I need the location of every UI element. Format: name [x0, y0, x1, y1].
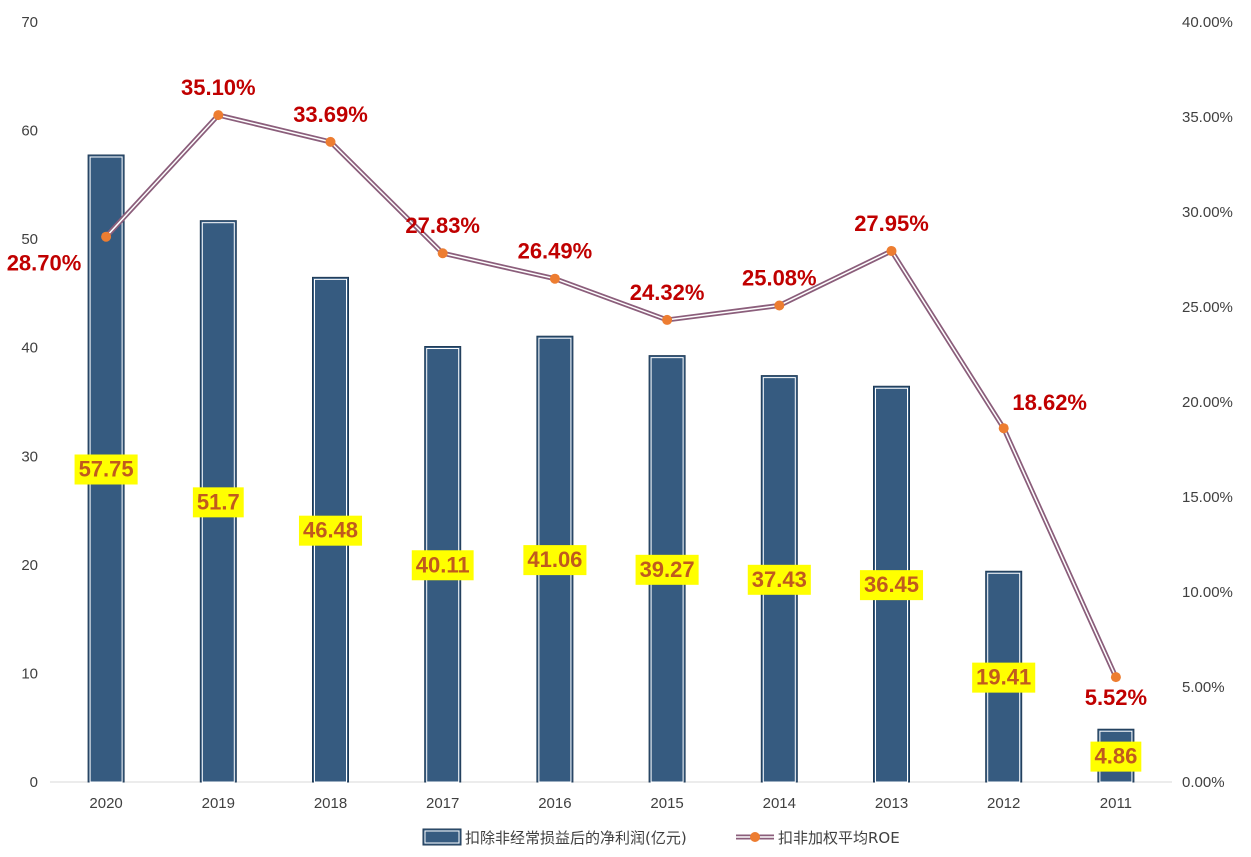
bar-label-bg — [192, 487, 244, 518]
y-left-tick-60: 60 — [21, 123, 38, 140]
roe-label-2018: 33.69% — [293, 102, 368, 127]
bar-label-text: 40.11 — [416, 552, 470, 577]
y-left-tick-30: 30 — [21, 448, 38, 465]
bar-data-labels: 57.75 51.7 46.48 40.11 41.06 39.27 37.43 36.45 1… — [74, 454, 1142, 772]
y-right-tick-30.00%: 30.00% — [1182, 204, 1233, 221]
bar-label-bg — [298, 515, 363, 546]
roe-point-2011 — [1110, 672, 1121, 683]
y-left-tick-70: 70 — [21, 14, 38, 31]
line-series — [101, 110, 1121, 683]
legend-bar-swatch — [422, 828, 462, 846]
y-right-tick-25.00%: 25.00% — [1182, 299, 1233, 316]
bar-label-text: 46.48 — [303, 518, 358, 543]
x-tick-2011: 2011 — [1100, 795, 1132, 812]
y-left-tick-50: 50 — [21, 231, 38, 248]
bar-label-text: 37.43 — [752, 567, 807, 592]
x-axis: 2020 2019 2018 2017 2016 2015 2014 2013 2012 2011 — [89, 795, 1132, 812]
roe-label-2014: 25.08% — [742, 265, 817, 290]
bar-label-2016: 41.06 — [523, 545, 587, 576]
roe-point-2016 — [549, 273, 560, 284]
y-left-tick-20: 20 — [21, 557, 38, 574]
bar-label-bg — [747, 564, 811, 595]
y-right-tick-40.00%: 40.00% — [1182, 14, 1233, 31]
roe-label-2015: 24.32% — [630, 280, 705, 305]
roe-line-outer — [104, 112, 1119, 679]
y-right-tick-10.00%: 10.00% — [1182, 584, 1233, 601]
bar-label-2020: 57.75 — [74, 454, 138, 485]
bar-label-2014: 37.43 — [747, 564, 811, 595]
roe-point-2012 — [998, 423, 1009, 434]
roe-point-2017 — [437, 248, 448, 259]
y-left-tick-40: 40 — [21, 340, 38, 357]
roe-label-2017: 27.83% — [405, 213, 480, 238]
legend-line-marker — [750, 832, 760, 842]
y-right-tick-20.00%: 20.00% — [1182, 394, 1233, 411]
bar-label-bg — [859, 570, 924, 601]
line-data-labels: 28.70% 35.10% 33.69% 27.83% 26.49% 24.32% 25.0… — [7, 75, 1147, 710]
x-tick-2019: 2019 — [202, 795, 235, 812]
roe-label-2011: 5.52% — [1085, 685, 1147, 710]
bar-label-bg — [523, 545, 587, 576]
bar-label-bg — [972, 662, 1036, 693]
y-right-tick-35.00%: 35.00% — [1182, 109, 1233, 126]
x-tick-2020: 2020 — [89, 795, 122, 812]
legend-bar-label: 扣除非经常损益后的净利润(亿元) — [465, 829, 687, 847]
legend-line-label: 扣非加权平均ROE — [778, 829, 900, 847]
bar-label-2019: 51.7 — [192, 487, 244, 518]
roe-label-2013: 27.95% — [854, 211, 929, 236]
y-axis-right: 0.00% 5.00% 10.00% 15.00% 20.00% 25.00% 30.00%… — [1182, 14, 1233, 791]
y-left-tick-0: 0 — [30, 774, 38, 791]
y-left-tick-10: 10 — [21, 665, 38, 682]
bar-label-bg — [411, 550, 474, 581]
bar-label-text: 4.86 — [1094, 744, 1137, 769]
legend: 扣除非经常损益后的净利润(亿元) 扣非加权平均ROE — [422, 828, 900, 847]
bar-label-2018: 46.48 — [298, 515, 363, 546]
bar-label-text: 41.06 — [527, 547, 582, 572]
bar-label-text: 57.75 — [79, 457, 134, 482]
bar-label-text: 19.41 — [976, 665, 1031, 690]
bar-label-bg — [1090, 741, 1142, 772]
roe-label-2016: 26.49% — [518, 239, 593, 264]
roe-label-2012: 18.62% — [1012, 390, 1087, 415]
roe-label-2020: 28.70% — [7, 251, 82, 276]
bar-label-text: 36.45 — [864, 572, 919, 597]
x-tick-2016: 2016 — [538, 795, 571, 812]
x-tick-2014: 2014 — [763, 795, 796, 812]
bar-label-2015: 39.27 — [635, 554, 699, 585]
bar-label-2012: 19.41 — [972, 662, 1036, 693]
roe-point-2013 — [886, 245, 897, 256]
y-right-tick-5.00%: 5.00% — [1182, 679, 1225, 696]
roe-point-2019 — [213, 110, 224, 121]
bar-label-2011: 4.86 — [1090, 741, 1142, 772]
roe-point-2015 — [662, 314, 673, 325]
bar-label-bg — [74, 454, 138, 485]
x-tick-2012: 2012 — [987, 795, 1020, 812]
y-axis-left: 0 10 20 30 40 50 60 70 — [21, 14, 38, 791]
bar-label-bg — [635, 554, 699, 585]
y-right-tick-15.00%: 15.00% — [1182, 489, 1233, 506]
bar-label-text: 39.27 — [640, 557, 695, 582]
roe-point-2020 — [101, 231, 112, 242]
bar-label-text: 51.7 — [197, 489, 240, 514]
roe-line-inner — [105, 114, 1117, 678]
x-tick-2017: 2017 — [426, 795, 459, 812]
x-tick-2013: 2013 — [875, 795, 908, 812]
roe-point-2018 — [325, 136, 336, 147]
x-tick-2015: 2015 — [650, 795, 683, 812]
bar-label-2013: 36.45 — [859, 570, 924, 601]
x-tick-2018: 2018 — [314, 795, 347, 812]
bar-label-2017: 40.11 — [411, 550, 474, 581]
roe-point-2014 — [774, 300, 785, 311]
y-right-tick-0.00%: 0.00% — [1182, 774, 1225, 791]
roe-label-2019: 35.10% — [181, 75, 256, 100]
